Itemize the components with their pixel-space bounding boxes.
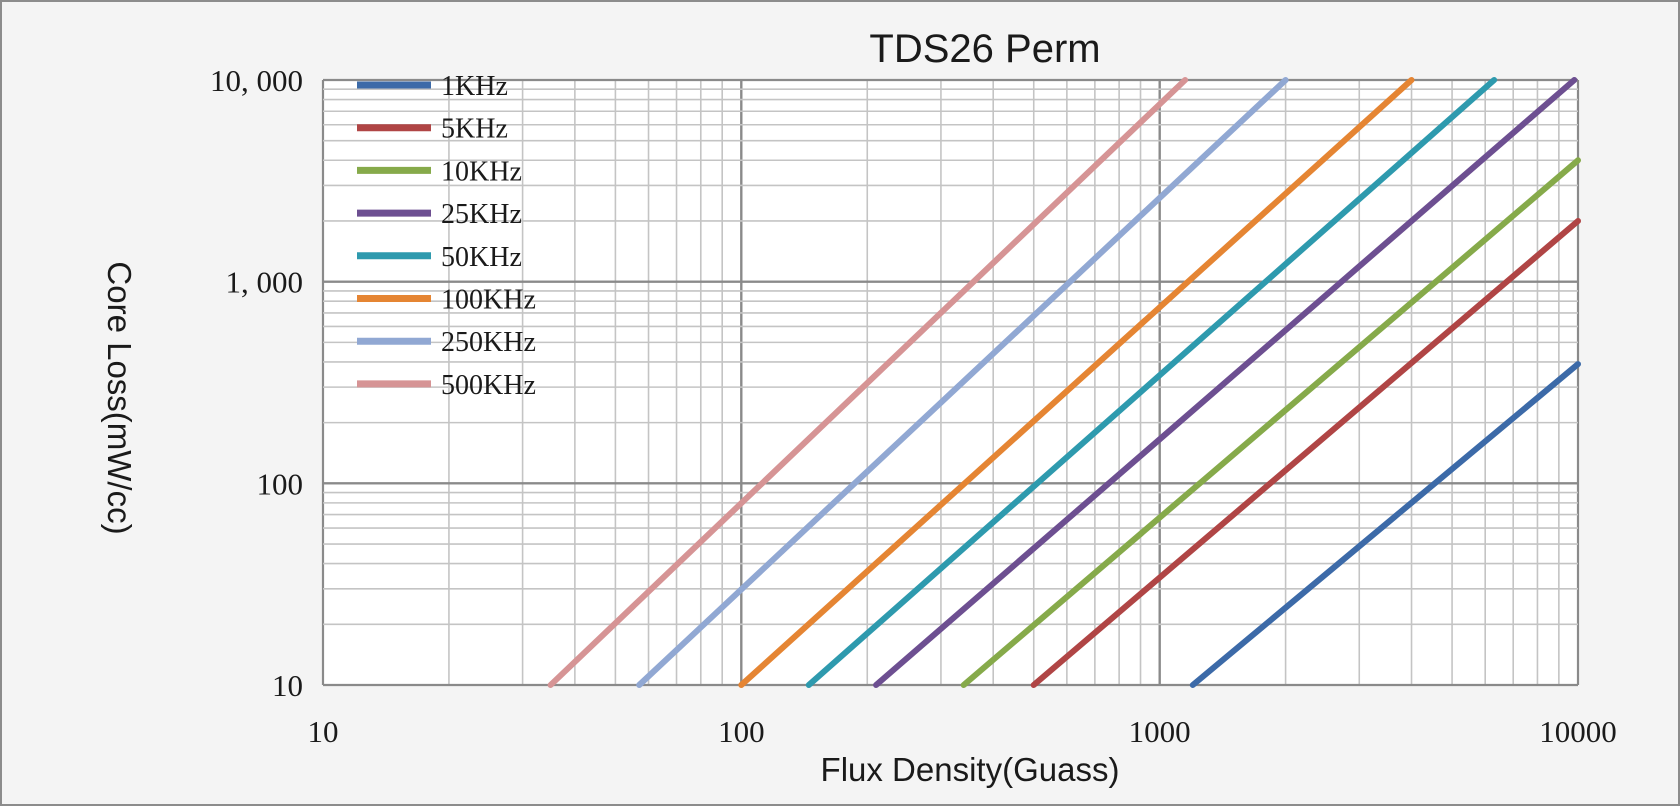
series-lines (547, 77, 1581, 688)
x-tick-label: 10000 (1539, 714, 1617, 749)
legend-label-10khz: 10KHz (441, 156, 522, 187)
y-tick-label: 100 (257, 466, 304, 501)
series-line-5khz (1030, 218, 1581, 688)
legend-label-100khz: 100KHz (441, 285, 536, 316)
legend-label-250khz: 250KHz (441, 327, 536, 358)
x-tick-label: 1000 (1129, 714, 1191, 749)
y-tick-label: 10 (272, 668, 303, 703)
axis-ticks: 10 100 1000 10000 10 100 1, 000 10, 000 (210, 63, 1617, 749)
y-tick-label: 10, 000 (210, 63, 303, 98)
legend-label-50khz: 50KHz (441, 242, 522, 273)
series-line-100khz (738, 77, 1415, 688)
legend-label-25khz: 25KHz (441, 199, 522, 230)
legend-label-5khz: 5KHz (441, 114, 508, 145)
x-tick-label: 10 (308, 714, 339, 749)
series-line-250khz (636, 77, 1289, 688)
series-line-50khz (805, 77, 1498, 688)
x-tick-label: 100 (718, 714, 765, 749)
y-tick-label: 1, 000 (226, 265, 304, 300)
series-line-1khz (1189, 361, 1581, 688)
y-axis-label: Core Loss(mW/cc) (101, 261, 138, 534)
series-line-25khz (873, 77, 1578, 688)
legend-label-1khz: 1KHz (441, 71, 508, 102)
chart-title: TDS26 Perm (869, 27, 1100, 71)
x-axis-label: Flux Density(Guass) (821, 751, 1120, 788)
series-line-500khz (547, 77, 1189, 688)
legend-label-500khz: 500KHz (441, 370, 536, 401)
series-line-10khz (960, 157, 1581, 688)
legend: 1KHz 5KHz 10KHz 25KHz 50KHz 100KHz 250KHz 500KH… (357, 71, 536, 401)
plot-area (323, 80, 1578, 685)
